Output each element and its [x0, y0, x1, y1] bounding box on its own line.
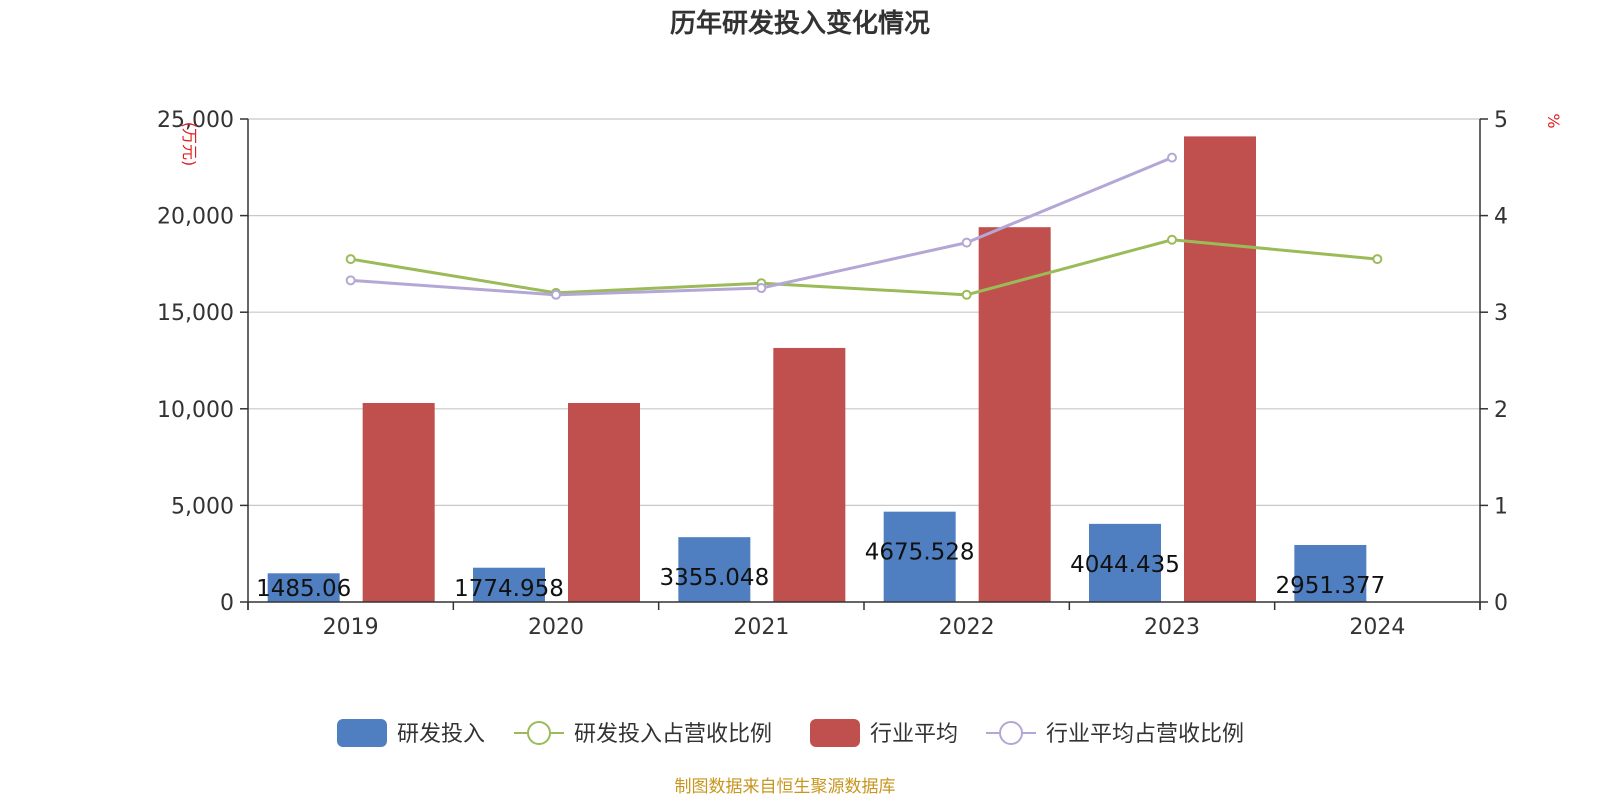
- point-industry-ratio: [551, 289, 561, 300]
- legend-label: 行业平均占营收比例: [1046, 722, 1244, 747]
- legend-item[interactable]: 行业平均: [810, 719, 958, 747]
- bar-rd-investment: [1294, 544, 1367, 602]
- source-note: 制图数据来自恒生聚源数据库: [675, 777, 896, 797]
- axes: 0 5,000 10,000 15,000 20,000 25,000 0 1 2 3 4 5 2019…: [157, 108, 1508, 640]
- legend-swatch-marker: [999, 721, 1023, 745]
- left-axis-tick-label: 0: [220, 591, 234, 616]
- left-axis-tick-label: 10,000: [157, 398, 234, 423]
- legend-label: 行业平均: [870, 722, 958, 747]
- point-industry-ratio: [345, 275, 356, 286]
- chart-title: 历年研发投入变化情况: [670, 8, 930, 39]
- line-rd-ratio: [350, 238, 1378, 297]
- x-axis-tick-label: 2023: [1144, 615, 1200, 640]
- point-rd-ratio: [961, 289, 972, 300]
- line-series: [345, 152, 1383, 300]
- left-axis-tick-label: 25,000: [157, 108, 234, 133]
- right-axis-tick-label: 5: [1494, 108, 1508, 133]
- bar-rd-investment: [473, 567, 545, 602]
- left-axis-unit: (万元): [180, 122, 199, 167]
- x-axis-tick-label: 2024: [1349, 615, 1405, 640]
- grid-lines: [248, 118, 1480, 506]
- legend[interactable]: 研发投入 研发投入占营收比例 行业平均 行业平均占营收比例: [337, 719, 1244, 747]
- data-labels: 1485.06 1774.958 3355.048 4675.528 4044.435 2…: [256, 540, 1385, 602]
- x-axis-tick-label: 2019: [323, 615, 379, 640]
- bar-industry-average: [1184, 136, 1256, 602]
- bar-data-label: 2951.377: [1275, 573, 1385, 599]
- legend-swatch-bar: [810, 719, 860, 747]
- point-rd-ratio: [345, 254, 356, 265]
- left-axis-tick-label: 5,000: [171, 494, 234, 519]
- point-industry-ratio: [961, 237, 972, 248]
- legend-label: 研发投入占营收比例: [574, 722, 772, 747]
- legend-item[interactable]: 研发投入占营收比例: [514, 721, 772, 747]
- legend-item[interactable]: 研发投入: [337, 719, 485, 747]
- legend-swatch-marker: [527, 721, 551, 745]
- bar-data-label: 4044.435: [1070, 552, 1180, 578]
- x-axis-tick-label: 2020: [528, 615, 584, 640]
- left-axis-tick-label: 20,000: [157, 205, 234, 230]
- point-industry-ratio: [1167, 152, 1177, 163]
- point-rd-ratio: [1372, 254, 1383, 265]
- bar-series: [267, 136, 1367, 602]
- x-axis-tick-label: 2021: [733, 615, 789, 640]
- bar-rd-investment: [883, 511, 956, 602]
- right-axis-tick-label: 0: [1494, 591, 1508, 616]
- legend-item[interactable]: 行业平均占营收比例: [986, 721, 1244, 747]
- point-rd-ratio: [1167, 234, 1177, 245]
- right-axis-tick-label: 4: [1494, 205, 1508, 230]
- legend-label: 研发投入: [397, 722, 485, 747]
- point-industry-ratio: [756, 283, 767, 294]
- legend-swatch-bar: [337, 719, 387, 747]
- bar-rd-investment: [1089, 523, 1161, 602]
- right-axis-unit: %: [1544, 113, 1563, 128]
- bar-data-label: 3355.048: [659, 565, 769, 591]
- bar-data-label: 4675.528: [865, 540, 975, 566]
- right-axis-tick-label: 1: [1494, 494, 1508, 519]
- bar-data-label: 1485.06: [256, 576, 351, 602]
- x-axis-tick-label: 2022: [939, 615, 995, 640]
- bar-industry-average: [568, 403, 640, 602]
- bar-industry-average: [362, 403, 435, 602]
- left-axis-tick-label: 15,000: [157, 301, 234, 326]
- bar-industry-average: [773, 347, 846, 602]
- bar-rd-investment: [267, 573, 340, 602]
- right-axis-tick-label: 2: [1494, 398, 1508, 423]
- bar-data-label: 1774.958: [454, 576, 564, 602]
- right-axis-tick-label: 3: [1494, 301, 1508, 326]
- bar-rd-investment: [678, 537, 751, 602]
